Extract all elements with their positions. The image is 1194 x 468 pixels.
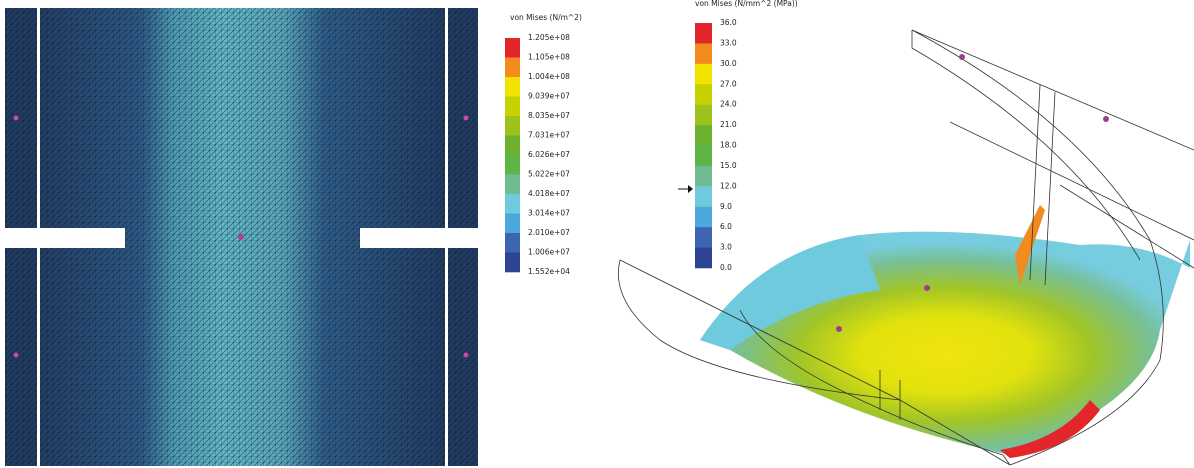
legend-label: 3.014e+07 [528, 209, 570, 218]
legend-label: 36.0 [720, 18, 737, 27]
legend-swatch [695, 43, 712, 65]
legend-swatch [695, 227, 712, 248]
legend-label: 8.035e+07 [528, 111, 570, 120]
legend-label: 1.205e+08 [528, 33, 570, 42]
legend-label: 30.0 [720, 59, 737, 68]
legend-label: 1.006e+07 [528, 248, 570, 257]
legend-label: 1.105e+08 [528, 53, 570, 62]
legend-swatch [695, 145, 712, 167]
legend-swatch [505, 233, 520, 253]
legend-swatch [695, 63, 712, 85]
legend-label: 21.0 [720, 120, 737, 129]
mesh-plot [5, 8, 478, 466]
legend-swatch [505, 174, 520, 195]
legend-label: 15.0 [720, 161, 737, 170]
legend-label: 7.031e+07 [528, 131, 570, 140]
legend-swatch [505, 213, 520, 234]
legend-title: von Mises (N/mm^2 (MPa)) [695, 0, 798, 8]
legend-label: 1.004e+08 [528, 72, 570, 81]
legend-label: 1.552e+04 [528, 267, 570, 276]
legend-swatch [505, 252, 520, 273]
legend-swatch [695, 186, 712, 208]
legend-label: 0.0 [720, 263, 732, 272]
legend-swatch [505, 116, 520, 136]
legend-label: 18.0 [720, 141, 737, 150]
legend-label: 3.0 [720, 243, 732, 252]
legend-swatch [695, 247, 712, 269]
legend-swatch [505, 135, 520, 156]
legend-swatch [505, 155, 520, 175]
legend-label: 6.026e+07 [528, 150, 570, 159]
legend-label: 33.0 [720, 38, 737, 47]
legend-swatch [505, 38, 520, 58]
legend-swatch [695, 23, 712, 44]
legend-swatch [505, 96, 520, 117]
legend-swatch [695, 165, 712, 187]
legend-label: 9.039e+07 [528, 92, 570, 101]
shell-render [618, 29, 1194, 466]
legend-label: 6.0 [720, 222, 732, 231]
legend-label: 12.0 [720, 181, 737, 190]
legend-label: 2.010e+07 [528, 228, 570, 237]
legend-label: 9.0 [720, 202, 732, 211]
legends: von Mises (N/m^2) 1.205e+08 1.105e+08 1.004… [505, 0, 798, 276]
legend-title: von Mises (N/m^2) [510, 13, 582, 22]
legend-swatch [695, 206, 712, 228]
legend-label: 24.0 [720, 100, 737, 109]
legend-swatch [505, 194, 520, 214]
legend-swatch [695, 84, 712, 105]
legend-swatch [505, 77, 520, 97]
legend-swatch [695, 125, 712, 146]
legend-label: 4.018e+07 [528, 189, 570, 198]
legend-swatch [505, 57, 520, 78]
legend-swatch [695, 104, 712, 126]
legend-label: 27.0 [720, 79, 737, 88]
legend-label: 5.022e+07 [528, 170, 570, 179]
